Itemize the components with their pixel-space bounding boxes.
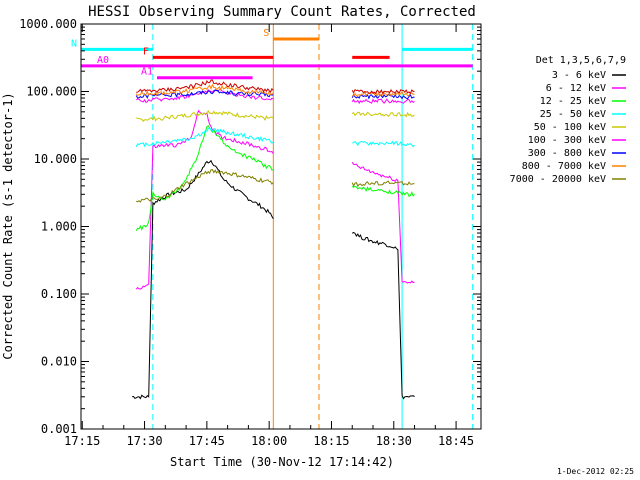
- series-7: [135, 83, 415, 97]
- series-line-3-1: [352, 140, 415, 148]
- legend-label-8: 7000 - 20000 keV: [510, 174, 606, 185]
- series-line-7-0: [135, 83, 274, 97]
- y-tick-label-1: 100.000: [26, 85, 77, 99]
- legend-label-5: 100 - 300 keV: [528, 135, 606, 146]
- series-lines: [131, 79, 415, 400]
- series-5: [135, 89, 415, 105]
- y-tick-label-6: 0.001: [41, 422, 77, 436]
- axes: 17:15 17:30 17:45 18:00 18:15 18:30 18:45 1000.…: [19, 17, 481, 448]
- flag-label-1: S: [263, 28, 269, 39]
- legend-label-1: 6 - 12 keV: [546, 83, 606, 94]
- legend-label-3: 25 - 50 keV: [540, 109, 606, 120]
- flag-label-0: N: [71, 38, 77, 49]
- series-line-4-0: [136, 109, 274, 122]
- series-8: [135, 169, 415, 203]
- series-line-0-0: [131, 159, 274, 400]
- timestamp: 1-Dec-2012 02:25: [557, 467, 634, 476]
- series-line-0-1: [351, 231, 415, 400]
- y-tick-label-4: 0.100: [41, 287, 77, 301]
- series-line-1-1: [351, 161, 415, 284]
- flag-label-2: F: [143, 46, 149, 57]
- x-tick-label-5: 18:30: [376, 434, 412, 448]
- series-4: [136, 109, 415, 122]
- x-tick-label-1: 17:30: [126, 434, 162, 448]
- y-tick-label-0: 1000.000: [19, 17, 77, 31]
- series-line-8-1: [351, 180, 415, 188]
- x-tick-label-4: 18:15: [313, 434, 349, 448]
- series-line-9-1: [351, 88, 415, 95]
- legend-label-2: 12 - 25 keV: [540, 96, 606, 107]
- series-line-6-0: [135, 89, 274, 99]
- legend-label-4: 50 - 100 keV: [534, 122, 606, 133]
- series-line-3-0: [135, 127, 274, 148]
- series-line-4-1: [351, 111, 415, 118]
- series-3: [135, 127, 415, 148]
- y-tick-label-5: 0.010: [41, 355, 77, 369]
- series-6: [135, 89, 415, 100]
- x-tick-label-2: 17:45: [189, 434, 225, 448]
- legend: Det 1,3,5,6,7,9 3 - 6 keV 6 - 12 keV 12 - …: [510, 55, 626, 185]
- y-tick-label-3: 1.000: [41, 220, 77, 234]
- series-9: [136, 79, 415, 95]
- series-line-2-1: [351, 185, 415, 197]
- series-line-5-1: [351, 98, 415, 105]
- legend-label-6: 300 - 800 keV: [528, 148, 606, 159]
- flag-label-4: A1: [141, 67, 153, 78]
- chart-title: HESSI Observing Summary Count Rates, Cor…: [88, 4, 476, 20]
- x-tick-label-0: 17:15: [64, 434, 100, 448]
- flag-label-3: A0: [97, 55, 109, 66]
- series-line-9-0: [136, 79, 274, 94]
- flag-bars: N S F A0 A1: [71, 28, 473, 80]
- series-line-5-0: [135, 89, 274, 104]
- x-tick-label-3: 18:00: [251, 434, 287, 448]
- series-0: [131, 159, 415, 400]
- series-line-7-1: [352, 91, 415, 97]
- series-line-8-0: [135, 169, 274, 203]
- legend-label-0: 3 - 6 keV: [552, 70, 606, 81]
- y-tick-label-2: 10.000: [34, 152, 77, 166]
- x-axis-label: Start Time (30-Nov-12 17:14:42): [170, 455, 394, 469]
- legend-title: Det 1,3,5,6,7,9: [536, 55, 626, 66]
- x-tick-label-6: 18:45: [438, 434, 474, 448]
- legend-label-7: 800 - 7000 keV: [522, 161, 606, 172]
- series-line-6-1: [351, 93, 415, 100]
- series-2: [135, 124, 415, 231]
- series-line-2-0: [135, 124, 274, 231]
- y-axis-label: Corrected Count Rate (s-1 detector-1): [1, 92, 15, 359]
